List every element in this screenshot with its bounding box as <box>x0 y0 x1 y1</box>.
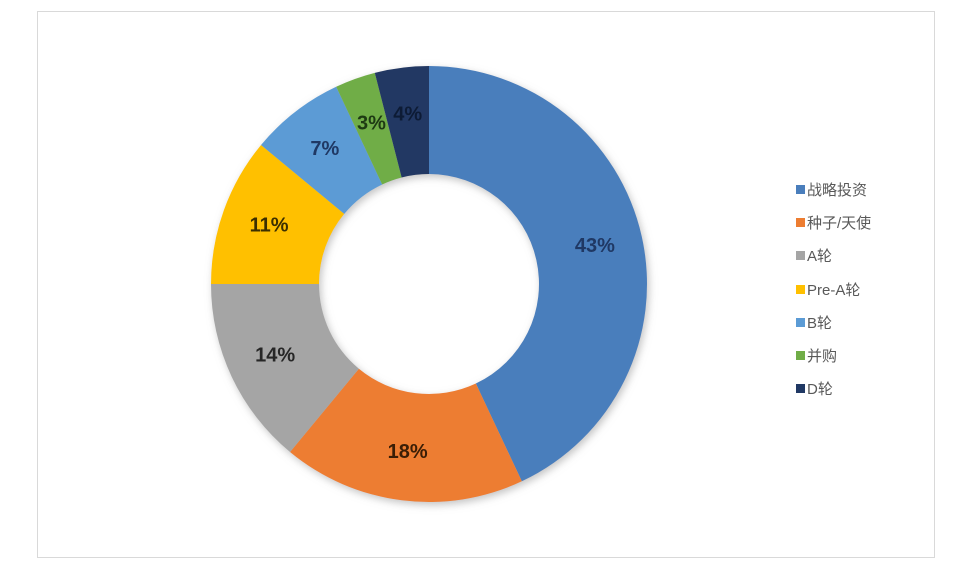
svg-text:11%: 11% <box>250 215 289 237</box>
svg-text:43%: 43% <box>575 235 615 257</box>
svg-text:7%: 7% <box>310 138 339 160</box>
svg-text:4%: 4% <box>393 104 422 126</box>
svg-text:18%: 18% <box>388 441 428 463</box>
svg-text:14%: 14% <box>255 345 295 367</box>
svg-text:3%: 3% <box>357 112 386 134</box>
